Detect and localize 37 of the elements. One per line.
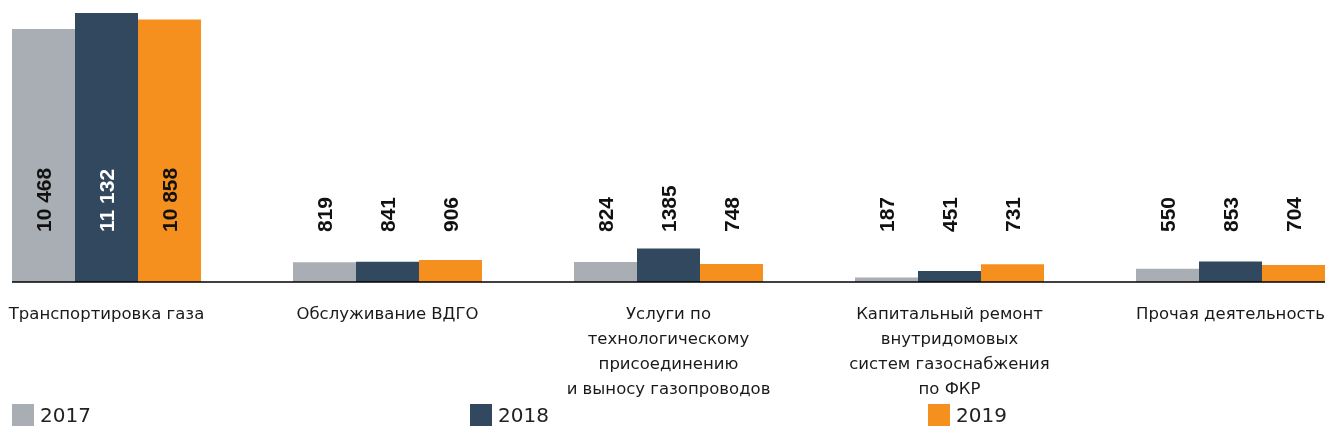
- bar: [1262, 264, 1325, 282]
- bar: [293, 262, 356, 282]
- data-label: 451: [938, 196, 961, 232]
- data-label: 1385: [657, 184, 680, 232]
- data-label: 704: [1282, 196, 1305, 232]
- bar: [12, 29, 75, 282]
- data-label: 10 468: [32, 167, 55, 232]
- bar: [1136, 268, 1199, 282]
- data-label: 841: [376, 196, 399, 232]
- bar: [637, 248, 700, 282]
- bar: [419, 260, 482, 282]
- data-label: 748: [720, 196, 743, 232]
- x-tick-label: Обслуживание ВДГО: [296, 304, 479, 323]
- x-tick-label: Услуги по технологическому присоединению и выносу газопроводов: [566, 304, 771, 398]
- legend-label: 2018: [498, 403, 549, 427]
- data-label: 11 132: [95, 168, 118, 232]
- bar: [918, 271, 981, 282]
- bar: [981, 264, 1044, 282]
- bar: [75, 13, 138, 282]
- data-label: 853: [1219, 196, 1242, 232]
- bar: [1199, 261, 1262, 282]
- x-tick-label: Транспортировка газа: [7, 304, 205, 323]
- data-label: 819: [313, 196, 336, 232]
- bar: [700, 263, 763, 282]
- legend-label: 2019: [956, 403, 1007, 427]
- bar: [138, 19, 201, 282]
- data-label: 731: [1001, 196, 1024, 232]
- data-label: 824: [594, 196, 617, 232]
- bar: [574, 262, 637, 282]
- legend-label: 2017: [40, 403, 91, 427]
- data-label: 10 858: [158, 167, 181, 232]
- x-tick-label: Прочая деятельность: [1136, 304, 1325, 323]
- bar: [356, 261, 419, 282]
- data-label: 187: [875, 196, 898, 232]
- data-label: 906: [439, 196, 462, 232]
- x-tick-label: Капитальный ремонт внутридомовых систем газоснабжения по ФКР: [849, 304, 1050, 398]
- data-label: 550: [1156, 196, 1179, 232]
